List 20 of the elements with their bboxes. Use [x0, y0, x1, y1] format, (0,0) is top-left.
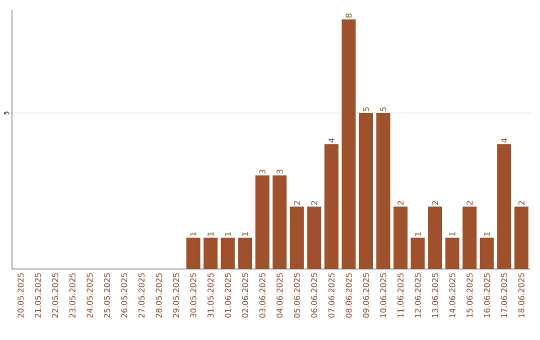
bar [394, 206, 408, 269]
bar [290, 206, 304, 269]
bar [238, 238, 252, 269]
bar [272, 175, 287, 269]
bar [480, 238, 494, 269]
bar [445, 238, 460, 269]
bar [497, 144, 512, 269]
bar [255, 175, 270, 269]
bar [514, 206, 528, 269]
bar [204, 238, 218, 269]
bar [376, 112, 390, 269]
bar [462, 206, 477, 269]
bar [410, 238, 425, 269]
bar [307, 206, 322, 269]
bar [220, 238, 235, 269]
bar [324, 144, 338, 269]
bar [342, 19, 356, 269]
bar [186, 238, 200, 269]
bar [428, 206, 442, 269]
bar [358, 112, 373, 269]
